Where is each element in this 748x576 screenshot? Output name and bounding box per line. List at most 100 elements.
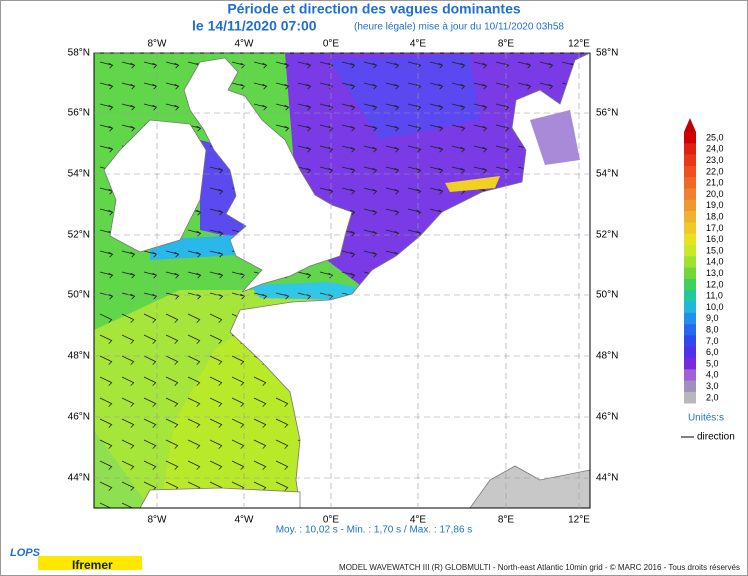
legend-swatch (684, 380, 696, 393)
legend-label: 19,0 (706, 200, 724, 210)
wave-arrow (165, 334, 179, 344)
legend-label: 14,0 (706, 257, 724, 267)
wave-arrow (165, 61, 180, 69)
legend-swatch (684, 335, 696, 347)
wave-arrow (275, 460, 289, 470)
legend-swatch (684, 278, 696, 291)
wave-arrow (231, 271, 246, 279)
wave-arrow (297, 61, 312, 69)
legend-top-arrow (684, 118, 696, 132)
wave-arrow (451, 166, 466, 174)
wave-arrow (385, 124, 400, 132)
wave-arrow (99, 271, 114, 279)
wadden (445, 176, 500, 192)
wave-arrow (275, 124, 290, 132)
wave-arrow (99, 250, 114, 258)
wave-arrow (99, 145, 114, 153)
wave-arrow (275, 103, 290, 111)
unit: Unités:s (688, 413, 724, 424)
lon-label-bottom: 12°E (568, 515, 590, 526)
logo-bar (38, 556, 142, 570)
wave-arrow (209, 166, 224, 174)
wave-arrow (253, 439, 267, 449)
wave-arrow (143, 61, 158, 69)
wave-arrow (121, 460, 135, 470)
mediterranean (469, 465, 590, 508)
wave-arrow (121, 61, 136, 69)
wave-arrow (253, 397, 267, 407)
wave-arrow (451, 145, 466, 153)
wave-arrow (319, 271, 334, 279)
legend-swatch (684, 391, 696, 404)
wave-arrow (385, 145, 400, 153)
wave-arrow (165, 397, 179, 407)
lat-label-left: 54°N (68, 169, 90, 180)
wave-arrow (143, 334, 157, 344)
wave-arrow (231, 292, 246, 300)
wave-arrow (231, 355, 245, 365)
wave-arrow (143, 376, 157, 386)
lon-label-top: 4°W (235, 39, 255, 50)
lon-label-bottom: 4°W (235, 515, 255, 526)
wave-arrow (143, 292, 158, 300)
wave-arrow (99, 376, 113, 386)
legend-label: 6,0 (706, 347, 719, 357)
wave-arrow (517, 82, 532, 90)
wave-arrow (297, 145, 312, 153)
lat-label-left: 56°N (68, 108, 90, 119)
wave-arrow (319, 187, 334, 195)
wave-arrow (143, 271, 158, 279)
wave-arrow (275, 439, 289, 449)
legend-swatch (684, 267, 696, 280)
wave-arrow (187, 460, 201, 470)
lat-label-right: 52°N (596, 230, 618, 241)
wave-arrow (473, 124, 488, 132)
legend-swatch (684, 256, 696, 268)
wave-arrow (429, 61, 444, 69)
lat-label-left: 46°N (68, 412, 90, 423)
legend-swatch (684, 369, 696, 381)
wave-arrow (385, 82, 400, 90)
legend-label: 18,0 (706, 211, 724, 221)
wave-arrow (429, 124, 444, 132)
wave-arrow (143, 397, 157, 407)
legend-swatch (684, 233, 696, 246)
wave-arrow (121, 250, 136, 258)
wave-arrow (319, 82, 334, 90)
wave-arrow (341, 250, 356, 258)
wave-arrow (473, 61, 488, 69)
wave-arrow (209, 187, 224, 195)
lat-label-right: 50°N (596, 290, 618, 301)
lat-label-left: 58°N (68, 48, 90, 59)
wave-arrow (121, 103, 136, 111)
lon-label-top: 8°E (498, 39, 515, 50)
wave-arrow (187, 439, 201, 449)
wave-arrow (187, 376, 201, 386)
wave-arrow (429, 145, 444, 153)
legend-label: 5,0 (706, 358, 719, 368)
wave-arrow (187, 271, 202, 279)
legend-label: 12,0 (706, 279, 724, 289)
north-sea-blue (330, 55, 480, 140)
wave-arrow (341, 61, 356, 69)
wave-arrow (385, 103, 400, 111)
wave-arrow (253, 376, 267, 386)
wave-arrow (473, 82, 488, 90)
date: le 14/11/2020 07:00 (192, 18, 317, 34)
wave-arrow (165, 460, 179, 470)
logo-lops: LOPS (10, 547, 41, 559)
wave-arrow (121, 82, 136, 90)
legend-swatch (684, 132, 696, 144)
legend-swatch (684, 211, 696, 223)
wave-arrow (209, 355, 223, 365)
title: Période et direction des vagues dominant… (227, 1, 521, 17)
wave-arrow (121, 292, 136, 300)
wave-arrow (165, 355, 179, 365)
wave-arrow (253, 82, 268, 90)
wave-arrow (319, 166, 334, 174)
lat-label-left: 50°N (68, 290, 90, 301)
wave-arrow (165, 418, 179, 428)
credit: MODEL WAVEWATCH III (R) GLOBMULTI - Nort… (339, 563, 740, 572)
legend-label: 22,0 (706, 166, 724, 176)
lon-label-top: 12°E (568, 39, 590, 50)
